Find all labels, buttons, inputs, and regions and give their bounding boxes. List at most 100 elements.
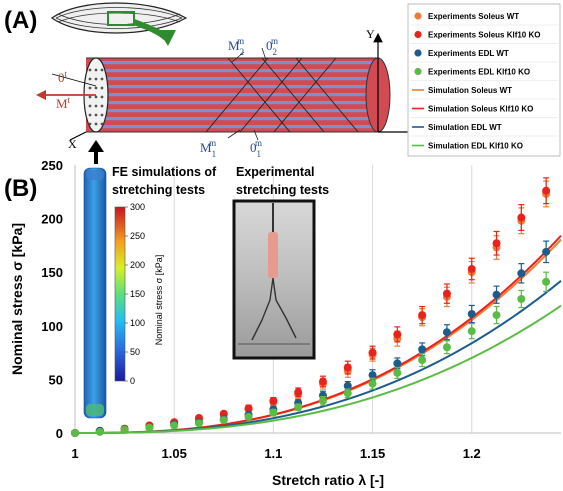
legend-marker: [414, 12, 422, 20]
colorbar-gradient: [114, 206, 126, 382]
colorbar-tick-label: 100: [130, 318, 145, 328]
fiber-dot: [100, 86, 104, 90]
exp-title-line2: stretching tests: [236, 183, 329, 197]
fiber-dot: [100, 104, 104, 108]
legend-item-label: Simulation EDL WT: [428, 123, 502, 132]
data-point: [492, 239, 501, 248]
muscle-sketch: [50, 2, 188, 46]
data-point: [343, 381, 352, 390]
data-point: [343, 389, 352, 398]
data-point: [393, 359, 402, 368]
data-point: [517, 269, 526, 278]
data-point: [442, 289, 451, 298]
fiber-dot: [100, 77, 104, 81]
data-point: [542, 277, 551, 286]
data-point: [294, 388, 303, 397]
data-point: [467, 310, 476, 319]
panel-b-chart: (B) 1 1.05 1.1 1.15 1.2 0 50 100 150 200 250 Stretc…: [4, 140, 562, 488]
data-point: [318, 377, 327, 386]
data-point: [442, 343, 451, 352]
y-tick-label: 250: [41, 158, 63, 173]
colorbar-tick-label: 200: [130, 260, 145, 270]
data-point: [542, 247, 551, 256]
x-tick-label: 1.15: [360, 446, 385, 461]
data-point: [343, 363, 352, 372]
zero-t-pointer: [51, 73, 97, 87]
colorbar-label: Nominal stress σ [kPa]: [154, 255, 164, 346]
m2-label: M2m: [228, 36, 244, 57]
data-point: [542, 186, 551, 195]
x-tick-label: 1.05: [162, 446, 187, 461]
data-point: [219, 416, 228, 425]
data-point: [418, 345, 427, 354]
axis-x-label: X: [68, 137, 77, 151]
data-point: [145, 423, 154, 432]
fe-title-line1: FE simulations of: [112, 165, 217, 179]
data-point: [418, 311, 427, 320]
data-point: [71, 429, 79, 437]
data-point: [368, 371, 377, 380]
fe-rod: [83, 167, 107, 419]
fiber-dot: [88, 95, 92, 99]
data-point: [492, 290, 501, 299]
legend-item-label: Experiments Soleus Klf10 KO: [428, 31, 540, 40]
data-point: [244, 404, 253, 413]
legend-item-label: Experiments EDL Klf10 KO: [428, 68, 530, 77]
colorbar-tick-label: 0: [130, 376, 135, 386]
data-point: [244, 412, 253, 421]
fiber-dot: [94, 122, 98, 126]
y-tick-label: 100: [41, 319, 63, 334]
data-point: [269, 396, 278, 405]
data-point: [368, 348, 377, 357]
fiber-dot: [88, 122, 92, 126]
data-point: [467, 327, 476, 336]
legend-marker: [414, 67, 422, 76]
zero1-label: 01m: [250, 138, 262, 159]
colorbar-tick-label: 150: [130, 289, 145, 299]
zero-t-label: 0t: [58, 69, 68, 85]
data-point: [294, 403, 303, 412]
fe-title-line2: stretching tests: [112, 183, 205, 197]
data-point: [492, 311, 501, 320]
y-tick-label: 0: [56, 426, 63, 441]
simulation-curve: [75, 238, 562, 434]
exp-title-line1: Experimental: [236, 165, 315, 179]
y-tick-label: 200: [41, 212, 63, 227]
fiber-dot: [94, 68, 98, 72]
legend-item-label: Experiments Soleus WT: [428, 12, 519, 21]
legend-marker: [414, 49, 422, 57]
data-point: [170, 421, 179, 430]
data-point: [120, 425, 129, 434]
fiber-stripe: [92, 93, 378, 97]
panel-a-muscle-schematic: (A): [4, 2, 429, 159]
fiber-stripe: [92, 61, 378, 65]
chart-legend: Experiments Soleus WT Experiments Soleus …: [407, 3, 561, 157]
fiber-cross-section: [88, 68, 104, 126]
fiber-dot: [88, 104, 92, 108]
fiber-stripes: [92, 61, 378, 129]
y-axis-title: Nominal stress σ [kPa]: [9, 223, 25, 375]
colorbar-tick-label: 50: [130, 347, 140, 357]
y-tick-label: 50: [49, 372, 63, 387]
legend-box: [407, 3, 561, 157]
colorbar: Nominal stress σ [kPa] 300 250 200 150 100 50…: [114, 202, 164, 386]
x-tick-label: 1.2: [463, 446, 481, 461]
y-tick-label: 150: [41, 265, 63, 280]
plot-area: 1 1.05 1.1 1.15 1.2 0 50 100 150 200 250 Stretch ra…: [9, 158, 562, 488]
fiber-dot: [94, 104, 98, 108]
fiber-dot: [88, 77, 92, 81]
fiber-stripe: [92, 109, 378, 113]
x-tick-label: 1: [71, 446, 78, 461]
fiber-dot: [100, 95, 104, 99]
mt-label: Mt: [56, 95, 71, 111]
fiber-stripe: [92, 117, 378, 121]
data-point: [393, 368, 402, 377]
data-point: [318, 396, 327, 405]
data-point: [442, 328, 451, 337]
legend-item-label: Experiments EDL WT: [428, 49, 509, 58]
fiber-stripe: [92, 77, 378, 81]
fiber-family-labels: 0t Mt M2m 02m M1m 01m: [56, 36, 278, 159]
zero2-label: 02m: [266, 36, 278, 57]
fiber-directions: [205, 57, 359, 133]
